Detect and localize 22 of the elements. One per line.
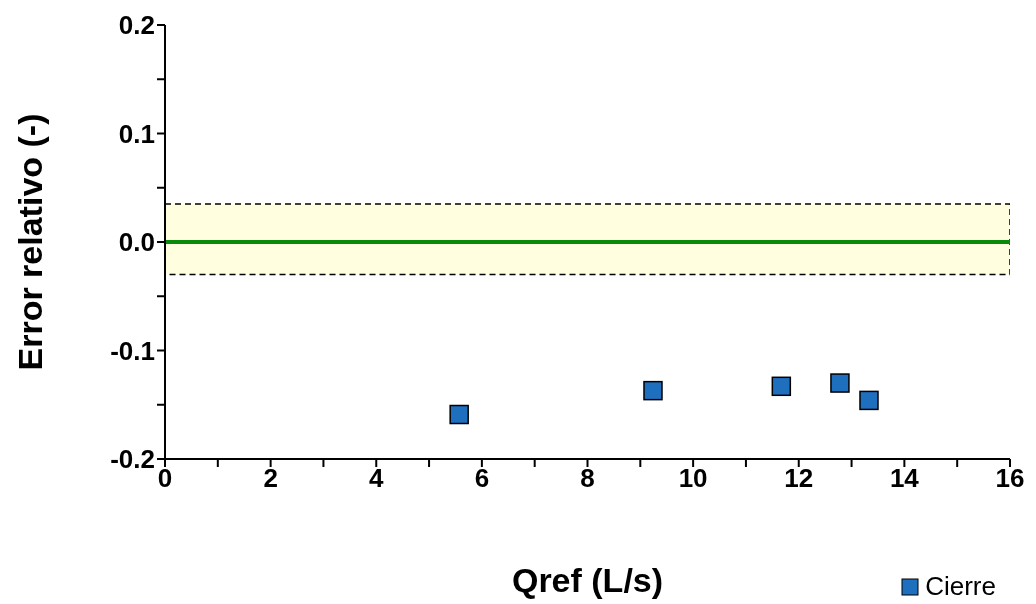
x-tick-label: 6 (474, 463, 490, 494)
x-tick-label: 12 (784, 463, 814, 494)
x-tick-label: 0 (157, 463, 173, 494)
x-tick-label: 8 (580, 463, 595, 494)
y-tick-label: -0.2 (110, 444, 155, 475)
point (830, 373, 850, 393)
legend-label: Cierre (925, 571, 996, 602)
x-tick-label: 14 (889, 463, 920, 494)
point (771, 376, 792, 397)
x-tick-label: 10 (678, 463, 708, 494)
y-tick-label: 0.1 (118, 118, 155, 149)
point (859, 390, 879, 411)
point (449, 404, 469, 425)
x-tick-label: 2 (263, 463, 278, 494)
x-tick-label: 4 (369, 463, 385, 494)
y-tick-label: 0.2 (118, 10, 155, 41)
x-axis-title: Qref (L/s) (511, 561, 664, 599)
y-axis-title: Error relativo (-) (11, 113, 50, 371)
point (643, 380, 663, 401)
y-tick-label: 0.0 (118, 227, 155, 258)
x-tick-label: 16 (995, 463, 1025, 494)
y-tick-label: -0.1 (110, 335, 155, 366)
